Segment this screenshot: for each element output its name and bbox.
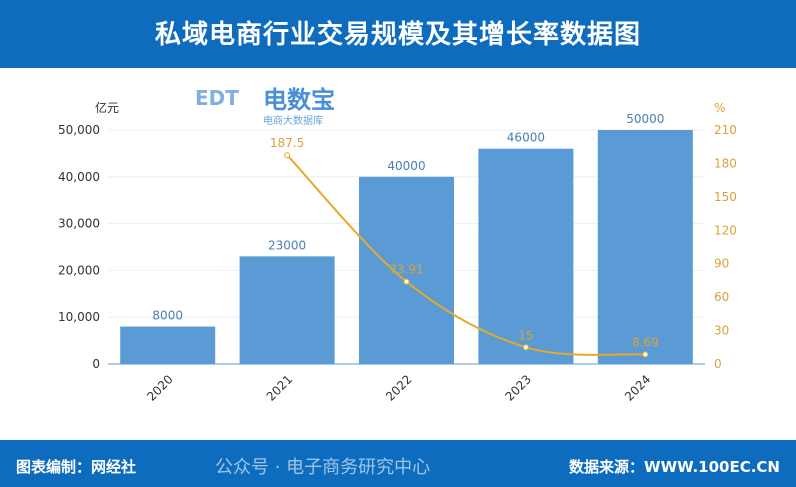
footer-source: 数据来源：WWW.100EC.CN: [569, 458, 780, 476]
bar-label: 46000: [507, 131, 545, 145]
left-axis-unit: 亿元: [95, 100, 119, 115]
left-tick-label: 0: [92, 357, 100, 371]
bar-label: 40000: [387, 159, 425, 173]
growth-line: [286, 154, 646, 356]
bar-2023: [478, 148, 574, 364]
growth-point: [403, 278, 410, 285]
growth-label: 8.69: [632, 335, 659, 349]
chart-title: 私域电商行业交易规模及其增长率数据图: [0, 0, 796, 68]
footer-credit: 图表编制：网经社: [16, 458, 137, 476]
left-tick-label: 50,000: [58, 123, 100, 137]
right-tick-label: 210: [714, 123, 737, 137]
growth-point: [284, 152, 291, 159]
x-tick-label: 2023: [503, 372, 534, 403]
bar-2022: [359, 176, 454, 364]
bar-2021: [239, 256, 335, 364]
right-tick-label: 90: [714, 257, 729, 271]
right-tick-label: 120: [714, 223, 737, 237]
bar-2020: [120, 326, 216, 364]
growth-label: 187.5: [270, 136, 304, 150]
bar-label: 50000: [626, 112, 664, 126]
left-tick-label: 20,000: [58, 263, 100, 277]
logo-name: 电数宝: [263, 86, 335, 114]
left-tick-label: 10,000: [58, 310, 100, 324]
right-tick-label: 180: [714, 156, 737, 170]
growth-label: 73.91: [389, 263, 423, 277]
footer: 图表编制：网经社 公众号 · 电子商务研究中心 数据来源：WWW.100EC.C…: [0, 440, 796, 487]
left-tick-label: 40,000: [58, 170, 100, 184]
right-tick-label: 150: [714, 190, 737, 204]
chart: 0 10,000 20,000 30,000 40,000 50,000 0 30 60 90 12…: [58, 100, 737, 404]
left-tick-label: 30,000: [58, 217, 100, 231]
growth-point: [642, 351, 649, 358]
x-tick-label: 2022: [383, 372, 414, 403]
right-axis-unit: %: [714, 101, 725, 115]
right-tick-label: 0: [714, 357, 722, 371]
right-tick-label: 60: [714, 290, 729, 304]
right-tick-label: 30: [714, 324, 729, 338]
bar-label: 23000: [268, 238, 306, 252]
x-tick-label: 2024: [622, 372, 653, 403]
x-tick-label: 2020: [144, 372, 175, 403]
growth-point: [522, 344, 529, 351]
bar-label: 8000: [152, 309, 183, 323]
bar-2024: [597, 130, 693, 364]
watermark: 公众号 · 电子商务研究中心: [215, 457, 431, 478]
logo-subtitle: 电商大数据库: [263, 116, 323, 127]
x-tick-label: 2021: [264, 372, 295, 403]
growth-label: 15: [518, 328, 533, 342]
logo-edt: EDT: [195, 86, 239, 110]
